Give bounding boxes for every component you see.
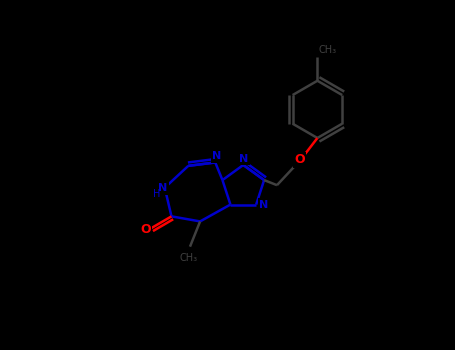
Text: N: N (259, 199, 268, 210)
Text: N: N (212, 152, 222, 161)
Text: O: O (140, 223, 151, 236)
Text: CH₃: CH₃ (318, 46, 337, 56)
Text: H: H (152, 189, 160, 200)
Text: N: N (158, 183, 168, 194)
Text: O: O (294, 153, 305, 166)
Text: CH₃: CH₃ (179, 253, 197, 263)
Text: N: N (239, 154, 248, 164)
